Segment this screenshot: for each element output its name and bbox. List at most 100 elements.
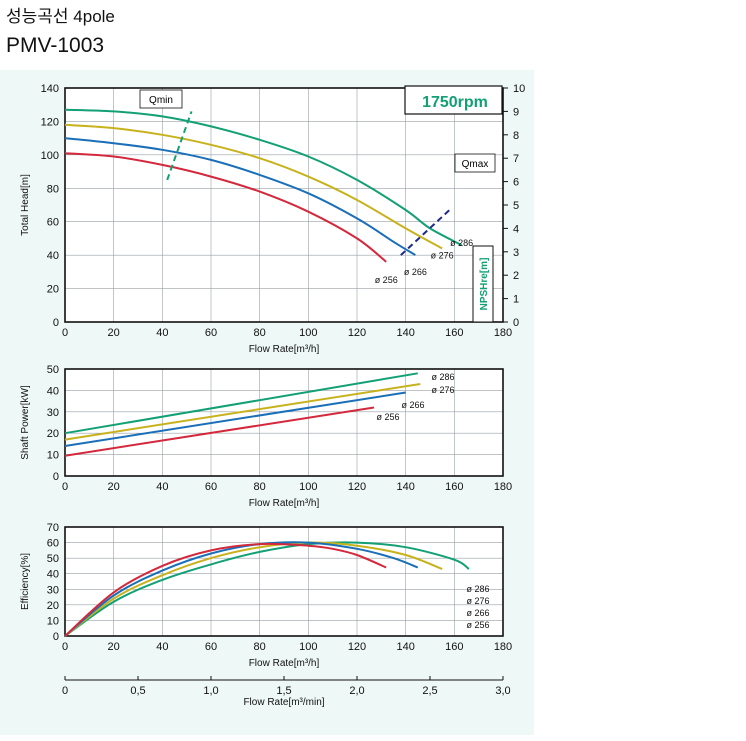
- power-y-axis-label: Shaft Power[kW]: [20, 385, 31, 460]
- power-x-tick-label: 180: [494, 481, 512, 493]
- npsh-tick-label: 9: [513, 106, 519, 118]
- eff-y-tick-label: 70: [47, 522, 59, 534]
- power-y-tick-label: 30: [47, 407, 59, 419]
- npsh-tick-label: 7: [513, 153, 519, 165]
- power-series-label: ø 276: [431, 385, 454, 395]
- head-y-tick-label: 40: [47, 250, 59, 262]
- flow-min-tick-label: 2,0: [349, 685, 364, 697]
- head-series-label: ø 276: [431, 250, 454, 260]
- rpm-box: [404, 85, 503, 115]
- eff-y-tick-label: 50: [47, 553, 59, 565]
- flow-min-tick-label: 0: [62, 685, 68, 697]
- eff-x-tick-label: 100: [299, 641, 317, 653]
- head-x-axis-label: Flow Rate[m³/h]: [249, 344, 320, 355]
- eff-x-tick-label: 20: [108, 641, 120, 653]
- head-series-label: ø 286: [450, 238, 473, 248]
- head-x-tick-label: 80: [254, 327, 266, 339]
- head-y-tick-label: 60: [47, 217, 59, 229]
- power-y-tick-label: 20: [47, 428, 59, 440]
- eff-y-tick-label: 60: [47, 538, 59, 550]
- power-x-tick-label: 20: [108, 481, 120, 493]
- head-y-axis-label: Total Head[m]: [20, 174, 31, 236]
- power-series-label: ø 266: [401, 400, 424, 410]
- eff-x-tick-label: 40: [156, 641, 168, 653]
- flow-min-tick-label: 0,5: [130, 685, 145, 697]
- eff-series-d256: [64, 542, 387, 637]
- qmax-box: [454, 153, 496, 173]
- power-x-tick-label: 160: [445, 481, 463, 493]
- flow-min-axis-label: Flow Rate[m³/min]: [243, 697, 324, 708]
- power-series-label: ø 286: [431, 372, 454, 382]
- npsh-tick-label: 2: [513, 270, 519, 282]
- power-x-tick-label: 40: [156, 481, 168, 493]
- power-x-tick-label: 0: [62, 481, 68, 493]
- power-series-d286: [64, 372, 418, 435]
- head-y-tick-label: 140: [41, 83, 59, 95]
- head-x-tick-label: 140: [396, 327, 414, 339]
- eff-x-tick-label: 0: [62, 641, 68, 653]
- head-series-d256: [64, 152, 387, 263]
- npsh-tick-label: 3: [513, 247, 519, 259]
- head-x-tick-label: 160: [445, 327, 463, 339]
- eff-series-d276: [64, 541, 443, 637]
- head-x-tick-label: 120: [348, 327, 366, 339]
- qmin-box: [139, 89, 183, 109]
- qmin-line: [166, 111, 193, 181]
- head-y-tick-label: 0: [53, 317, 59, 329]
- qmax-label: Qmax: [462, 159, 489, 170]
- head-x-tick-label: 40: [156, 327, 168, 339]
- head-series-d286: [64, 108, 463, 246]
- eff-y-tick-label: 30: [47, 584, 59, 596]
- power-series-d256: [64, 406, 375, 457]
- npsh-tick-label: 4: [513, 223, 519, 235]
- head-y-tick-label: 20: [47, 284, 59, 296]
- efficiency-legend-item: ø 276: [466, 596, 489, 606]
- npsh-tick-label: 6: [513, 177, 519, 189]
- efficiency-legend-item: ø 286: [466, 584, 489, 594]
- power-y-tick-label: 40: [47, 385, 59, 397]
- power-x-tick-label: 120: [348, 481, 366, 493]
- eff-x-tick-label: 180: [494, 641, 512, 653]
- eff-x-tick-label: 80: [254, 641, 266, 653]
- npsh-tick-label: 10: [513, 83, 525, 95]
- efficiency-legend-item: ø 256: [466, 620, 489, 630]
- eff-y-tick-label: 20: [47, 600, 59, 612]
- eff-y-tick-label: 0: [53, 631, 59, 643]
- npsh-box: [472, 245, 494, 323]
- npsh-tick-label: 5: [513, 200, 519, 212]
- flow-min-tick-label: 2,5: [422, 685, 437, 697]
- efficiency-legend-item: ø 266: [466, 608, 489, 618]
- eff-x-axis-label: Flow Rate[m³/h]: [249, 658, 320, 669]
- head-series-label: ø 256: [375, 275, 398, 285]
- qmax-line: [400, 209, 451, 256]
- power-series-d276: [64, 383, 421, 441]
- eff-x-tick-label: 140: [396, 641, 414, 653]
- eff-y-axis-label: Efficiency[%]: [20, 553, 31, 610]
- power-x-tick-label: 80: [254, 481, 266, 493]
- power-y-tick-label: 10: [47, 450, 59, 462]
- head-y-tick-label: 100: [41, 150, 59, 162]
- qmin-label: Qmin: [149, 95, 173, 106]
- head-x-tick-label: 20: [108, 327, 120, 339]
- power-x-tick-label: 140: [396, 481, 414, 493]
- power-x-tick-label: 100: [299, 481, 317, 493]
- flow-min-tick-label: 1,0: [203, 685, 218, 697]
- head-series-d276: [64, 123, 443, 250]
- head-series-label: ø 266: [404, 267, 427, 277]
- power-plot-frame: [64, 368, 504, 477]
- power-series-label: ø 256: [376, 412, 399, 422]
- page-title: 성능곡선 4pole: [6, 7, 115, 26]
- eff-x-tick-label: 160: [445, 641, 463, 653]
- eff-y-tick-label: 40: [47, 569, 59, 581]
- npsh-tick-label: 0: [513, 317, 519, 329]
- power-x-axis-label: Flow Rate[m³/h]: [249, 498, 320, 509]
- eff-x-tick-label: 60: [205, 641, 217, 653]
- eff-y-tick-label: 10: [47, 615, 59, 627]
- power-y-tick-label: 50: [47, 364, 59, 376]
- head-x-tick-label: 60: [205, 327, 217, 339]
- power-y-tick-label: 0: [53, 471, 59, 483]
- flow-min-tick-label: 1,5: [276, 685, 291, 697]
- head-x-tick-label: 100: [299, 327, 317, 339]
- power-series-d266: [64, 391, 406, 447]
